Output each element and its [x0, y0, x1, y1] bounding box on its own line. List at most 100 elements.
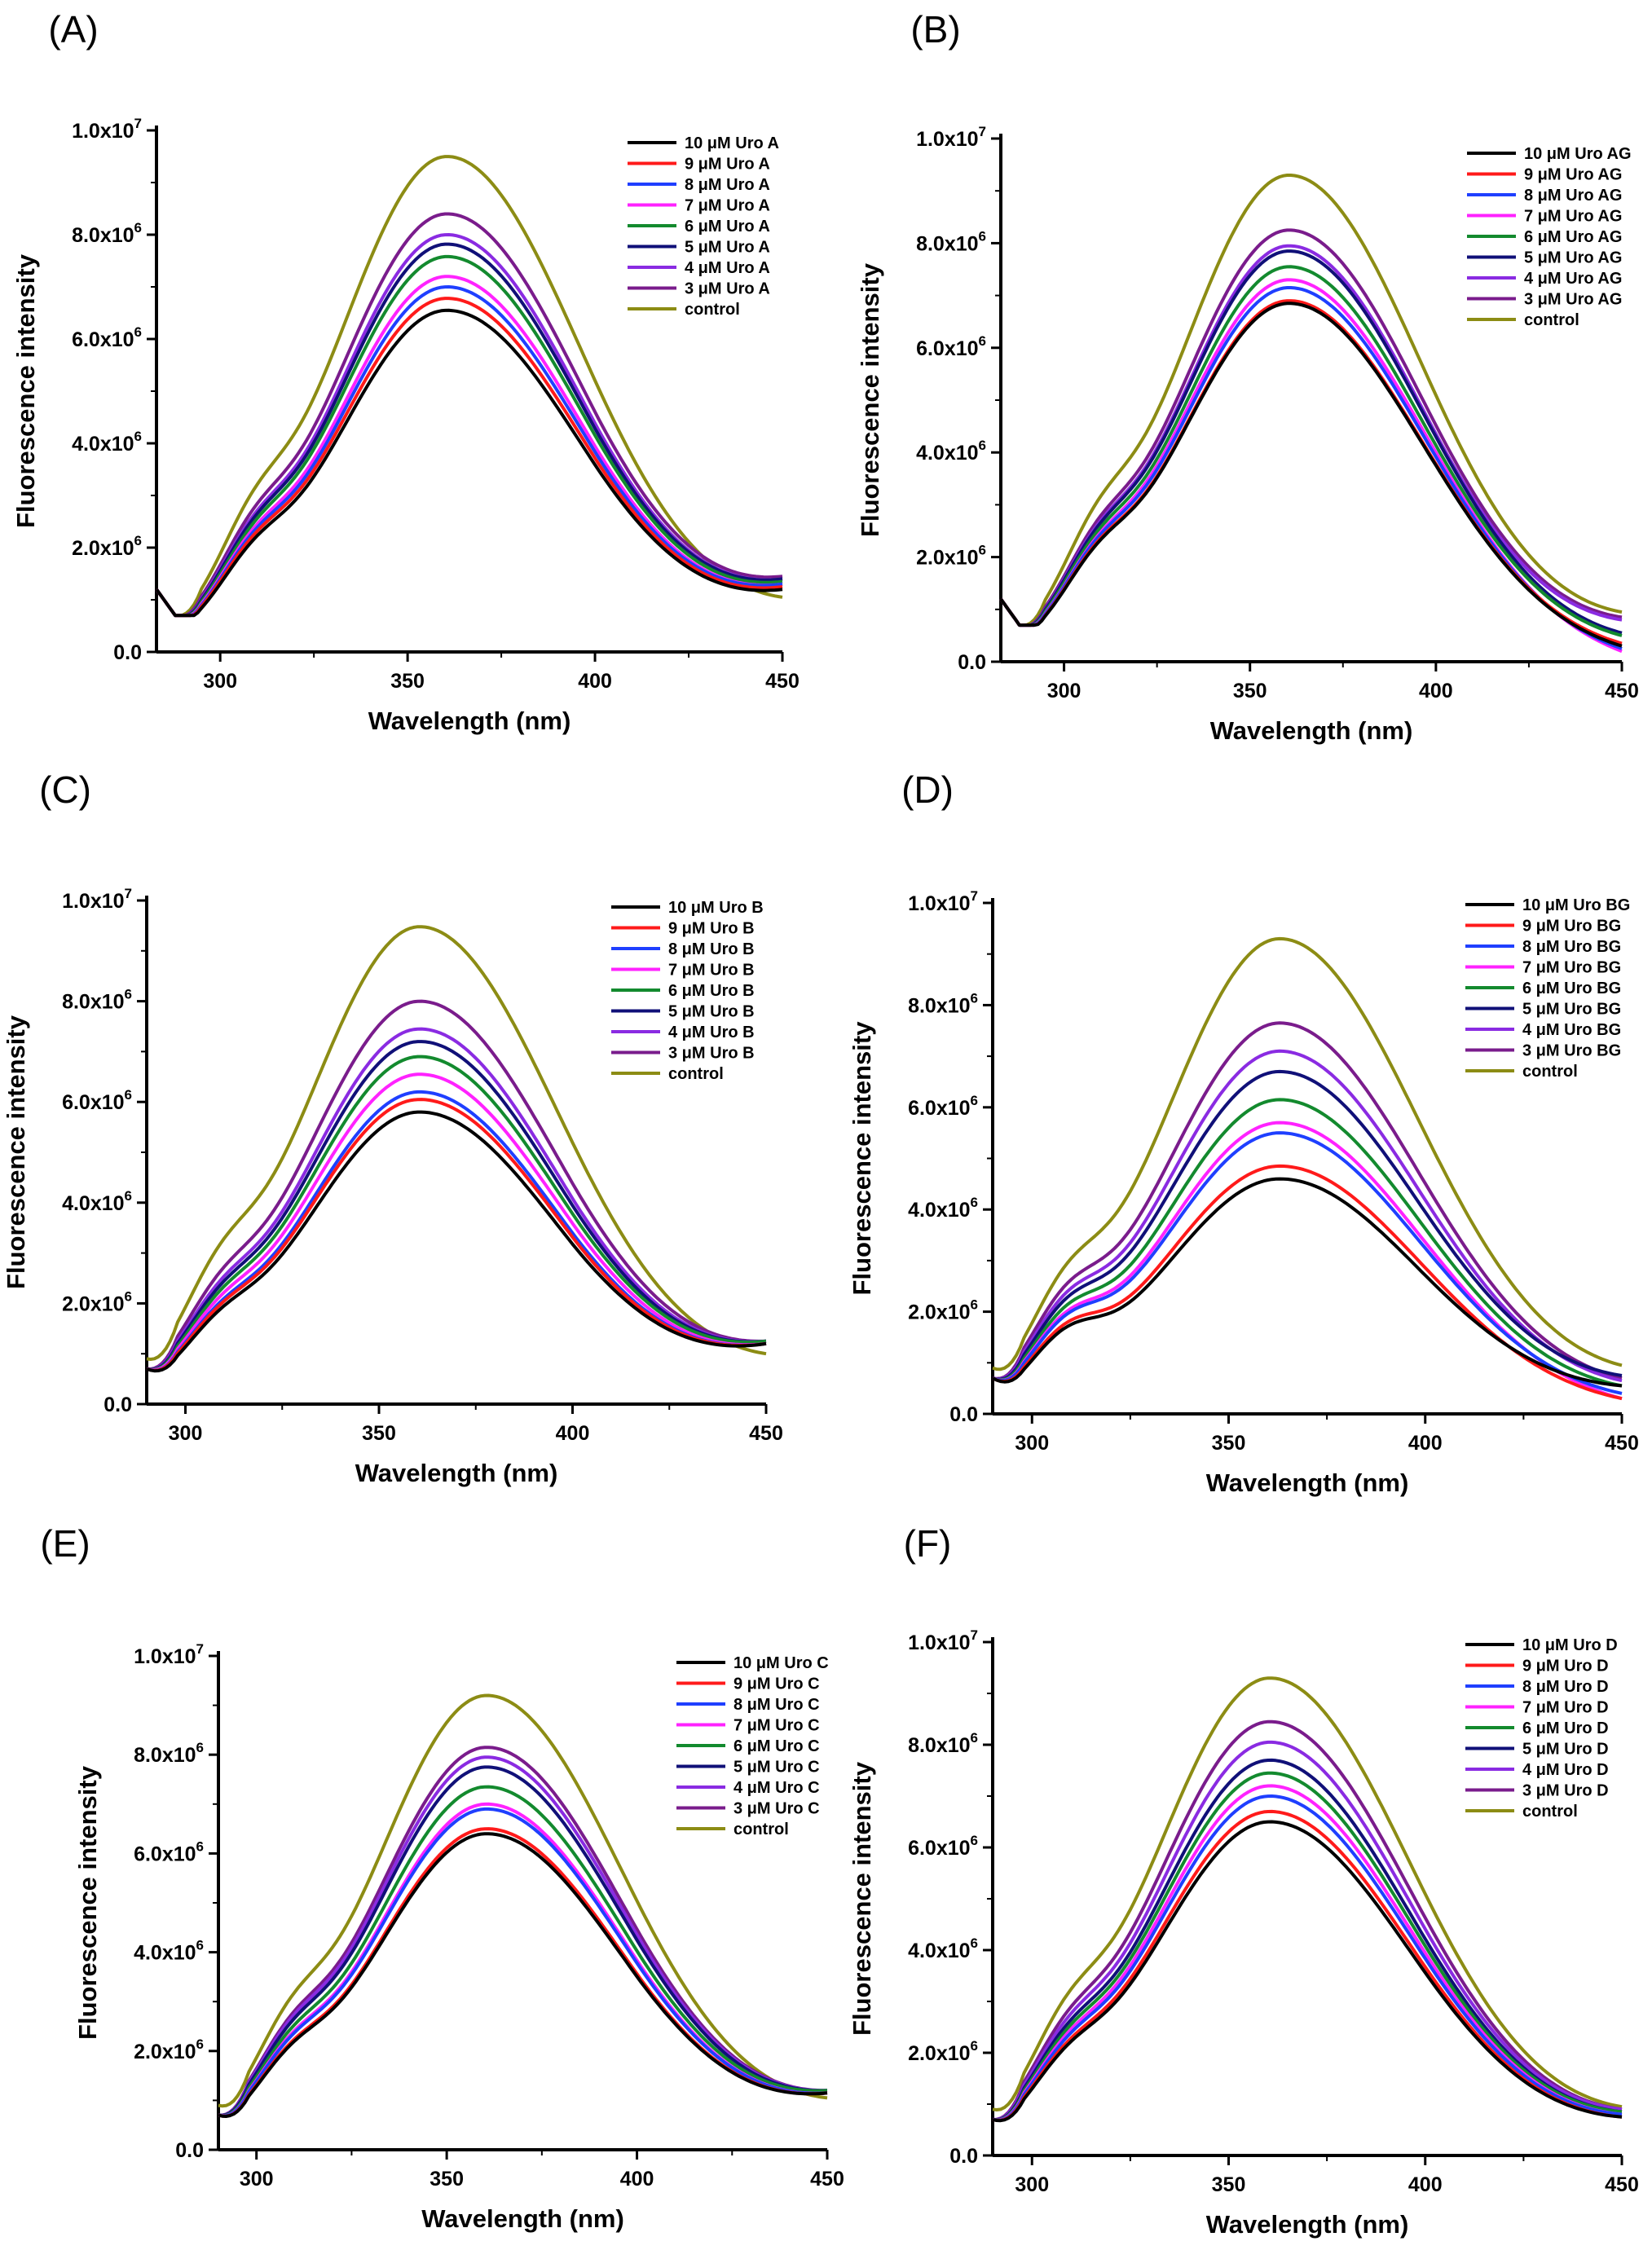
x-tick-label: 400 — [556, 1422, 590, 1445]
x-tick-label: 450 — [810, 2168, 844, 2191]
legend-label: 7 μM Uro BG — [1522, 959, 1621, 977]
legend-label: 8 μM Uro A — [685, 176, 770, 194]
legend-label: 9 μM Uro B — [668, 920, 755, 938]
legend-label: 5 μM Uro A — [685, 239, 770, 257]
legend-label: 4 μM Uro B — [668, 1024, 755, 1041]
series-line — [155, 285, 783, 618]
legend-label: 5 μM Uro B — [668, 1003, 755, 1021]
series-line — [992, 1758, 1623, 2122]
x-tick-label: 350 — [390, 670, 425, 693]
x-tick-label: 400 — [1419, 680, 1453, 702]
legend-label: 9 μM Uro BG — [1522, 918, 1621, 936]
series-line — [218, 1807, 828, 2118]
series-line — [146, 925, 767, 1361]
series-line — [992, 1676, 1623, 2111]
series-line — [146, 1027, 767, 1372]
series-line — [218, 1765, 828, 2117]
legend-label: 5 μM Uro BG — [1522, 1001, 1621, 1019]
legend-label: 10 μM Uro A — [685, 134, 779, 152]
legend-label: 6 μM Uro B — [668, 982, 755, 1000]
legend-label: 3 μM Uro AG — [1524, 291, 1622, 309]
legend-label: 8 μM Uro B — [668, 940, 755, 958]
legend-label: 7 μM Uro AG — [1524, 208, 1622, 226]
series-line — [992, 1164, 1623, 1401]
y-tick-label: 4.0x106 — [72, 429, 142, 456]
series-line — [155, 254, 783, 618]
y-tick-label: 1.0x107 — [62, 886, 132, 913]
legend-label: control — [733, 1821, 789, 1838]
y-tick-label: 6.0x106 — [134, 1838, 204, 1865]
series-line — [999, 286, 1623, 650]
y-axis-title: Fluorescence intensity — [73, 1765, 102, 2040]
legend-label: 4 μM Uro D — [1522, 1761, 1609, 1779]
x-axis-title: Wavelength (nm) — [421, 2204, 624, 2233]
series-line — [992, 1794, 1623, 2122]
legend-label: 8 μM Uro D — [1522, 1678, 1609, 1696]
chart-panel-2: (C) 0.0 2.0x106 4.0x106 6.0x106 8.0x106 1.0x10… — [2, 768, 783, 1487]
y-tick-label: 2.0x106 — [62, 1288, 132, 1315]
x-tick-label: 300 — [203, 670, 237, 693]
x-tick-label: 450 — [765, 670, 800, 693]
y-tick-label: 6.0x106 — [908, 1833, 978, 1860]
legend-label: control — [1524, 311, 1579, 329]
x-tick-label: 350 — [1212, 1432, 1246, 1455]
series-line — [992, 936, 1623, 1372]
x-tick-label: 400 — [620, 2168, 654, 2191]
legend-label: 5 μM Uro C — [733, 1759, 820, 1777]
legend-label: 4 μM Uro A — [685, 259, 770, 277]
y-axis-title: Fluorescence intensity — [848, 1021, 876, 1296]
y-tick-label: 0.0 — [175, 2139, 204, 2162]
x-axis-title: Wavelength (nm) — [1206, 1468, 1409, 1497]
series-line — [999, 174, 1623, 627]
chart-panel-5: (F) 0.0 2.0x106 4.0x106 6.0x106 8.0x106 1.0x10… — [848, 1522, 1639, 2239]
series-line — [155, 297, 783, 618]
series-line — [992, 1098, 1623, 1388]
x-tick-label: 450 — [749, 1422, 783, 1445]
legend-label: 8 μM Uro C — [733, 1696, 820, 1714]
x-tick-label: 350 — [430, 2168, 464, 2191]
y-tick-label: 2.0x106 — [908, 2038, 978, 2065]
legend-label: 9 μM Uro A — [685, 156, 770, 174]
x-axis-title: Wavelength (nm) — [1206, 2210, 1409, 2239]
legend-label: 8 μM Uro BG — [1522, 938, 1621, 956]
legend-label: 9 μM Uro D — [1522, 1658, 1609, 1675]
y-tick-label: 4.0x106 — [908, 1195, 978, 1222]
series-line — [999, 302, 1623, 648]
x-tick-label: 450 — [1605, 2173, 1639, 2196]
series-line — [155, 212, 783, 618]
x-tick-label: 450 — [1605, 1432, 1639, 1455]
y-tick-label: 2.0x106 — [134, 2036, 204, 2063]
x-tick-label: 300 — [1015, 2173, 1049, 2196]
series-line — [992, 1809, 1623, 2122]
x-tick-label: 400 — [1408, 2173, 1443, 2196]
series-line — [992, 1049, 1623, 1383]
series-line — [999, 278, 1623, 654]
legend-label: 7 μM Uro C — [733, 1717, 820, 1735]
y-tick-label: 2.0x106 — [908, 1297, 978, 1324]
series-line — [155, 242, 783, 618]
x-axis-title: Wavelength (nm) — [355, 1459, 558, 1487]
x-axis-title: Wavelength (nm) — [1210, 716, 1413, 745]
y-tick-label: 8.0x106 — [62, 987, 132, 1014]
series-line — [146, 1055, 767, 1372]
series-line — [992, 1131, 1623, 1395]
legend-label: 8 μM Uro AG — [1524, 187, 1622, 205]
y-tick-label: 6.0x106 — [916, 333, 986, 360]
series-line — [146, 1072, 767, 1372]
y-tick-label: 4.0x106 — [134, 1938, 204, 1965]
y-tick-label: 1.0x107 — [134, 1641, 204, 1668]
x-tick-label: 350 — [1212, 2173, 1246, 2196]
panel-label: (A) — [48, 8, 98, 51]
y-tick-label: 8.0x106 — [72, 220, 142, 247]
series-line — [155, 308, 783, 618]
y-axis-title: Fluorescence intensity — [848, 1761, 876, 2036]
y-tick-label: 4.0x106 — [908, 1935, 978, 1962]
series-line — [146, 999, 767, 1371]
x-tick-label: 350 — [362, 1422, 396, 1445]
y-tick-label: 8.0x106 — [908, 1730, 978, 1757]
x-axis-title: Wavelength (nm) — [368, 707, 571, 735]
series-line — [218, 1785, 828, 2118]
y-tick-label: 4.0x106 — [916, 438, 986, 465]
x-tick-label: 450 — [1605, 680, 1639, 702]
